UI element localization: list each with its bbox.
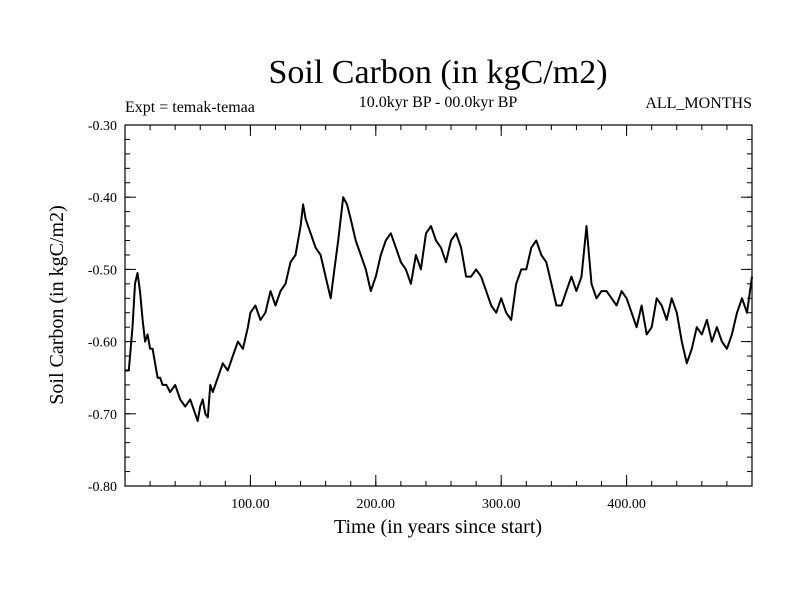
y-axis-label: Soil Carbon (in kgC/m2) xyxy=(46,205,68,404)
y-tick-label: -0.60 xyxy=(88,336,117,351)
time-range-label: 10.0kyr BP - 00.0kyr BP xyxy=(359,94,518,111)
x-tick-label: 400.00 xyxy=(607,497,646,512)
y-tick-label: -0.40 xyxy=(88,191,117,206)
y-tick-label: -0.50 xyxy=(88,263,117,278)
x-tick-label: 300.00 xyxy=(482,497,521,512)
plot-frame xyxy=(124,124,753,487)
y-tick-label: -0.80 xyxy=(88,480,117,495)
chart-title: Soil Carbon (in kgC/m2) xyxy=(268,54,607,91)
y-tick-label: -0.70 xyxy=(88,408,117,423)
x-axis-label: Time (in years since start) xyxy=(334,516,542,538)
y-tick-label: -0.30 xyxy=(88,119,117,134)
x-tick-label: 100.00 xyxy=(231,497,270,512)
months-label: ALL_MONTHS xyxy=(645,95,752,112)
axis-ticks xyxy=(125,124,752,487)
experiment-label: Expt = temak-temaa xyxy=(125,99,255,116)
series-line-soil-carbon xyxy=(125,196,753,422)
y-tick-labels: -0.30 -0.40 -0.50 -0.60 -0.70 -0.80 xyxy=(88,119,117,495)
x-tick-labels: 100.00 200.00 300.00 400.00 xyxy=(231,497,646,512)
x-tick-label: 200.00 xyxy=(357,497,396,512)
